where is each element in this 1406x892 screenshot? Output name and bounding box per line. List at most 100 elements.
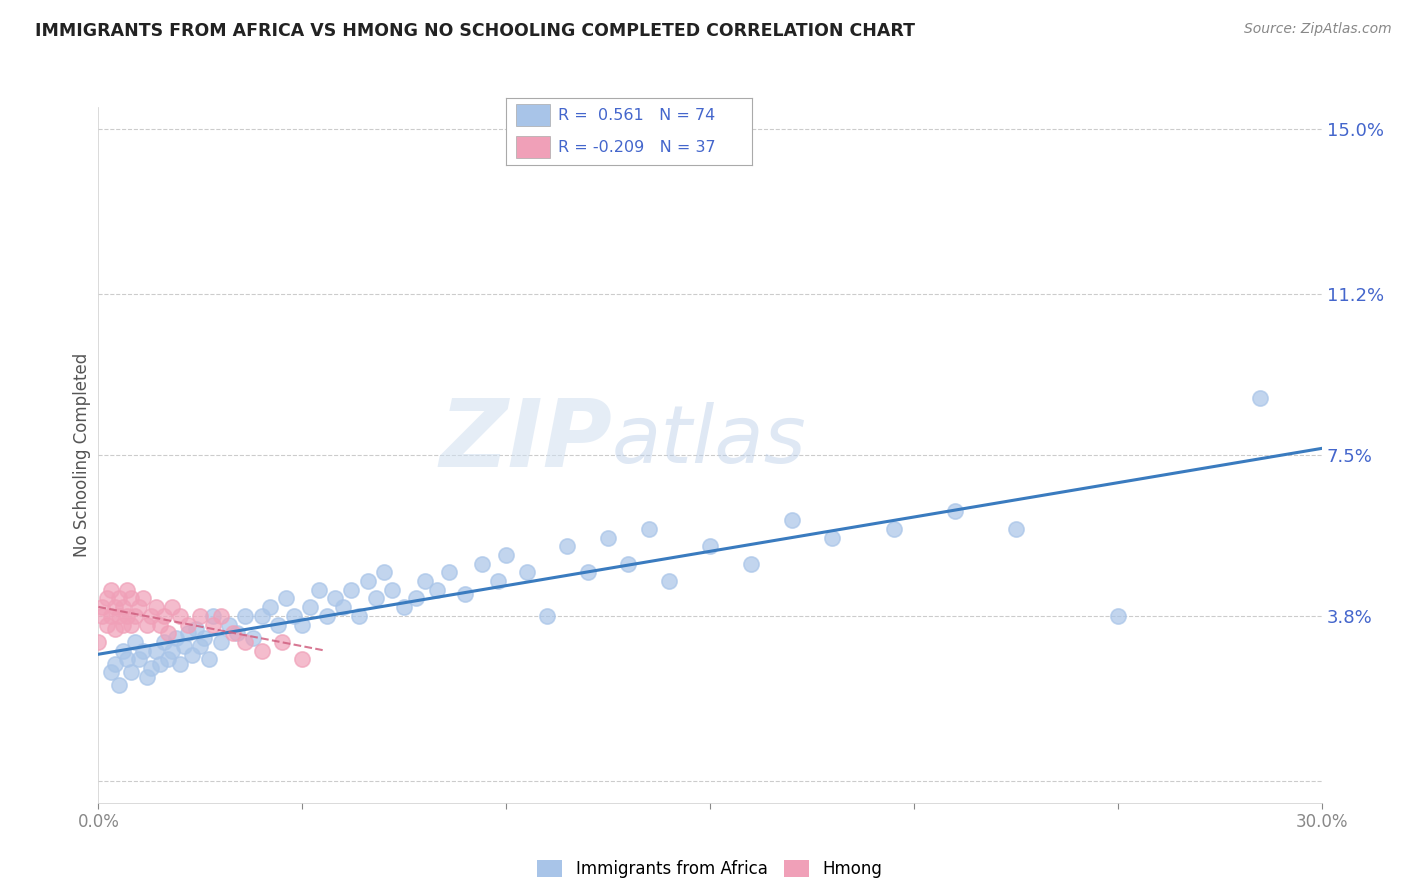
Point <box>181 648 204 662</box>
Point <box>201 617 224 632</box>
Point <box>132 591 155 606</box>
Point <box>108 591 131 606</box>
Point <box>617 557 640 571</box>
Point <box>209 635 232 649</box>
Point <box>115 608 138 623</box>
Point <box>222 626 245 640</box>
Point <box>943 504 966 518</box>
Point <box>233 608 256 623</box>
Point <box>124 608 146 623</box>
Point <box>156 652 179 666</box>
Point <box>658 574 681 588</box>
Point <box>283 608 305 623</box>
Point <box>349 608 371 623</box>
Text: Source: ZipAtlas.com: Source: ZipAtlas.com <box>1244 22 1392 37</box>
Point <box>111 617 134 632</box>
Point <box>233 635 256 649</box>
Point <box>152 635 174 649</box>
Point <box>120 665 142 680</box>
Point <box>536 608 558 623</box>
Point <box>149 657 172 671</box>
Point <box>96 617 118 632</box>
Point <box>486 574 509 588</box>
Point <box>557 539 579 553</box>
Point <box>274 591 297 606</box>
Point <box>426 582 449 597</box>
Point <box>209 608 232 623</box>
Point <box>699 539 721 553</box>
Point <box>250 643 273 657</box>
Point <box>883 522 905 536</box>
Point <box>141 608 163 623</box>
Point <box>104 600 127 615</box>
Point <box>308 582 330 597</box>
Point <box>124 635 146 649</box>
Point <box>100 582 122 597</box>
Point <box>160 600 183 615</box>
Point <box>108 678 131 692</box>
Point <box>136 670 159 684</box>
Point <box>270 635 294 649</box>
Point <box>242 631 264 645</box>
Text: ZIP: ZIP <box>439 395 612 487</box>
Point <box>740 557 762 571</box>
Point <box>173 639 195 653</box>
Point <box>145 600 167 615</box>
Point <box>104 657 127 671</box>
Point <box>169 608 191 623</box>
Point <box>405 591 427 606</box>
Point <box>128 652 150 666</box>
Point <box>392 600 416 615</box>
Point <box>323 591 346 606</box>
Point <box>156 626 179 640</box>
Point <box>437 566 460 580</box>
Bar <box>516 136 550 159</box>
Point <box>186 622 208 636</box>
Point <box>115 582 138 597</box>
Point <box>100 608 122 623</box>
Point <box>96 591 118 606</box>
Point <box>332 600 354 615</box>
Point <box>115 652 138 666</box>
Point <box>145 643 167 657</box>
Text: R =  0.561   N = 74: R = 0.561 N = 74 <box>558 108 716 123</box>
Point <box>454 587 477 601</box>
Point <box>87 635 110 649</box>
Point <box>218 617 240 632</box>
Point <box>149 617 172 632</box>
Point <box>120 617 142 632</box>
Point <box>108 608 131 623</box>
Point <box>132 643 155 657</box>
Bar <box>516 104 550 127</box>
Text: IMMIGRANTS FROM AFRICA VS HMONG NO SCHOOLING COMPLETED CORRELATION CHART: IMMIGRANTS FROM AFRICA VS HMONG NO SCHOO… <box>35 22 915 40</box>
Point <box>638 522 661 536</box>
Text: R = -0.209   N = 37: R = -0.209 N = 37 <box>558 140 716 155</box>
Point <box>576 566 599 580</box>
Point <box>356 574 378 588</box>
Point <box>177 617 200 632</box>
Point <box>495 548 517 562</box>
Point <box>291 617 314 632</box>
Point <box>780 513 803 527</box>
Point <box>128 600 150 615</box>
Point <box>381 582 404 597</box>
Point <box>165 631 187 645</box>
Point <box>152 608 174 623</box>
Point <box>169 657 191 671</box>
Point <box>598 531 620 545</box>
Point <box>188 639 212 653</box>
Point <box>291 652 314 666</box>
Point <box>267 617 290 632</box>
Point <box>177 626 200 640</box>
Point <box>160 643 183 657</box>
Legend: Immigrants from Africa, Hmong: Immigrants from Africa, Hmong <box>531 854 889 885</box>
Point <box>364 591 387 606</box>
Point <box>141 661 163 675</box>
Point <box>100 665 122 680</box>
Point <box>111 643 134 657</box>
Point <box>259 600 281 615</box>
Point <box>821 531 844 545</box>
Y-axis label: No Schooling Completed: No Schooling Completed <box>73 353 91 557</box>
Point <box>226 626 249 640</box>
Point <box>1107 608 1129 623</box>
